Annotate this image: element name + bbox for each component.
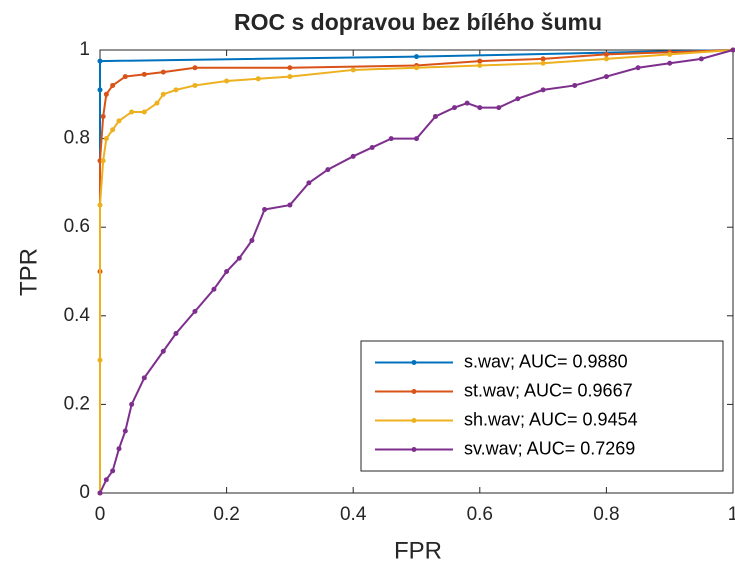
point-marker bbox=[129, 109, 135, 115]
point-marker bbox=[110, 468, 116, 474]
y-tick-label: 0.2 bbox=[64, 393, 90, 414]
point-marker bbox=[451, 105, 457, 111]
point-marker bbox=[116, 118, 122, 124]
point-marker bbox=[287, 74, 293, 80]
point-marker bbox=[464, 100, 470, 106]
point-marker bbox=[224, 78, 230, 84]
point-marker bbox=[141, 375, 147, 381]
point-marker bbox=[540, 60, 546, 66]
point-marker bbox=[572, 82, 578, 88]
x-tick-label: 0.2 bbox=[213, 504, 239, 525]
point-marker bbox=[667, 51, 673, 57]
point-marker bbox=[414, 136, 419, 142]
point-marker bbox=[122, 74, 128, 80]
legend-swatch-marker bbox=[411, 389, 417, 394]
point-marker bbox=[287, 202, 293, 208]
point-marker bbox=[97, 202, 103, 208]
point-marker bbox=[173, 87, 179, 93]
point-marker bbox=[603, 56, 609, 62]
point-marker bbox=[192, 82, 198, 88]
legend-label: sh.wav; AUC= 0.9454 bbox=[464, 409, 638, 429]
point-marker bbox=[160, 69, 166, 75]
point-marker bbox=[698, 56, 704, 62]
point-marker bbox=[414, 65, 419, 71]
y-tick-label: 0.4 bbox=[64, 305, 91, 326]
legend-label: sv.wav; AUC= 0.7269 bbox=[464, 438, 635, 458]
y-tick-label: 1 bbox=[79, 39, 90, 60]
point-marker bbox=[116, 446, 122, 452]
legend-label: st.wav; AUC= 0.9667 bbox=[464, 380, 633, 400]
x-tick-label: 0 bbox=[95, 504, 106, 525]
y-axis-label: TPR bbox=[15, 248, 42, 296]
x-tick-label: 1 bbox=[728, 504, 735, 525]
point-marker bbox=[369, 144, 375, 150]
point-marker bbox=[730, 47, 735, 53]
y-tick-label: 0 bbox=[79, 482, 90, 503]
point-marker bbox=[97, 87, 103, 93]
x-tick-label: 0.8 bbox=[593, 504, 619, 525]
point-marker bbox=[477, 63, 483, 69]
point-marker bbox=[603, 51, 609, 57]
point-marker bbox=[477, 58, 483, 64]
point-marker bbox=[667, 60, 673, 66]
point-marker bbox=[100, 158, 106, 164]
point-marker bbox=[540, 87, 546, 93]
point-marker bbox=[103, 477, 109, 483]
point-marker bbox=[414, 54, 419, 60]
legend-swatch-marker bbox=[411, 360, 417, 365]
point-marker bbox=[141, 71, 147, 77]
point-marker bbox=[110, 82, 116, 88]
x-axis-label: FPR bbox=[394, 537, 442, 564]
point-marker bbox=[160, 348, 166, 354]
point-marker bbox=[515, 96, 521, 102]
point-marker bbox=[173, 331, 179, 337]
point-marker bbox=[262, 206, 268, 212]
point-marker bbox=[122, 428, 128, 434]
point-marker bbox=[388, 136, 394, 142]
point-marker bbox=[496, 105, 502, 111]
point-marker bbox=[97, 490, 103, 496]
point-marker bbox=[325, 167, 331, 173]
point-marker bbox=[211, 286, 217, 292]
point-marker bbox=[100, 113, 106, 119]
point-marker bbox=[635, 65, 641, 71]
point-marker bbox=[477, 105, 483, 111]
point-marker bbox=[350, 67, 356, 73]
point-marker bbox=[432, 113, 438, 119]
legend-swatch-marker bbox=[411, 447, 417, 452]
chart-title: ROC s dopravou bez bílého šumu bbox=[234, 9, 602, 35]
point-marker bbox=[103, 136, 109, 142]
legend-swatch-marker bbox=[411, 418, 417, 423]
point-marker bbox=[154, 100, 160, 106]
legend-label: s.wav; AUC= 0.9880 bbox=[464, 351, 628, 371]
point-marker bbox=[97, 58, 103, 64]
point-marker bbox=[287, 65, 293, 71]
point-marker bbox=[97, 357, 103, 363]
point-marker bbox=[110, 127, 116, 133]
y-tick-label: 0.6 bbox=[64, 216, 90, 237]
y-tick-label: 0.8 bbox=[64, 128, 90, 149]
point-marker bbox=[255, 76, 261, 82]
x-tick-label: 0.4 bbox=[340, 504, 367, 525]
point-marker bbox=[141, 109, 147, 115]
point-marker bbox=[350, 153, 356, 159]
point-marker bbox=[236, 255, 242, 261]
point-marker bbox=[224, 269, 230, 274]
x-tick-label: 0.6 bbox=[467, 504, 493, 525]
point-marker bbox=[160, 91, 166, 97]
point-marker bbox=[129, 401, 135, 407]
point-marker bbox=[306, 180, 312, 186]
point-marker bbox=[249, 237, 255, 243]
point-marker bbox=[540, 56, 546, 62]
point-marker bbox=[103, 91, 109, 97]
point-marker bbox=[603, 74, 609, 80]
point-marker bbox=[192, 308, 198, 314]
point-marker bbox=[192, 65, 198, 71]
